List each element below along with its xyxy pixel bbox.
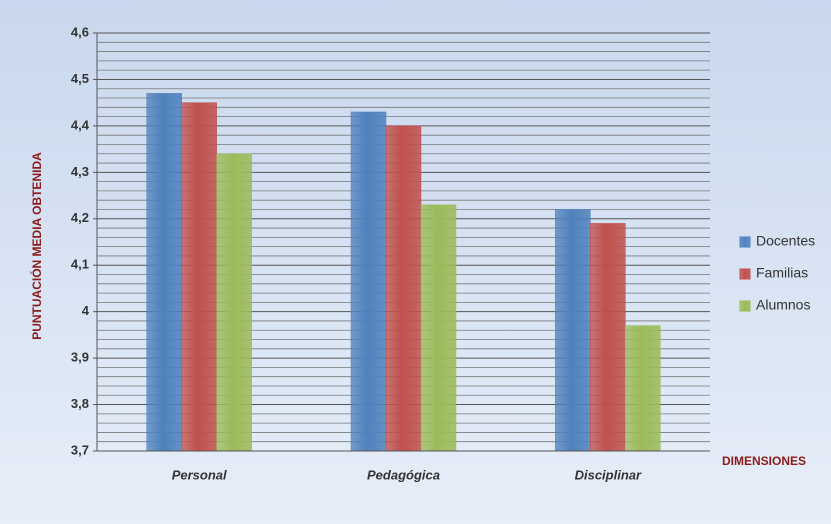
x-tick-label: Disciplinar [575,467,642,482]
bar [146,93,182,452]
bar [420,204,457,452]
y-axis-label: PUNTUACIÓN MEDIA OBTENIDA [29,152,44,340]
y-tick-label: 4,3 [71,164,89,179]
legend-swatch [739,236,751,248]
y-tick-label: 4,6 [71,24,89,39]
bar [625,325,661,452]
legend-label: Familias [756,265,808,281]
x-tick-label: Personal [172,467,227,482]
legend-swatch [739,300,751,312]
bar [590,223,626,452]
x-axis-label: DIMENSIONES [722,454,806,468]
y-tick-label: 3,8 [71,396,89,411]
bar [216,153,252,452]
legend-label: Docentes [756,233,815,249]
y-tick-label: 4 [82,303,90,318]
y-tick-label: 4,5 [71,71,89,86]
legend-swatch [739,268,751,280]
y-tick-label: 3,7 [71,442,89,457]
bar [350,111,387,452]
bar [181,102,217,452]
bar [555,209,591,452]
y-tick-label: 4,1 [71,257,89,272]
y-tick-label: 4,2 [71,210,89,225]
legend-label: Alumnos [756,297,810,313]
bar [385,125,422,452]
y-tick-label: 3,9 [71,350,89,365]
x-tick-label: Pedagógica [367,467,440,482]
y-tick-label: 4,4 [71,117,90,132]
